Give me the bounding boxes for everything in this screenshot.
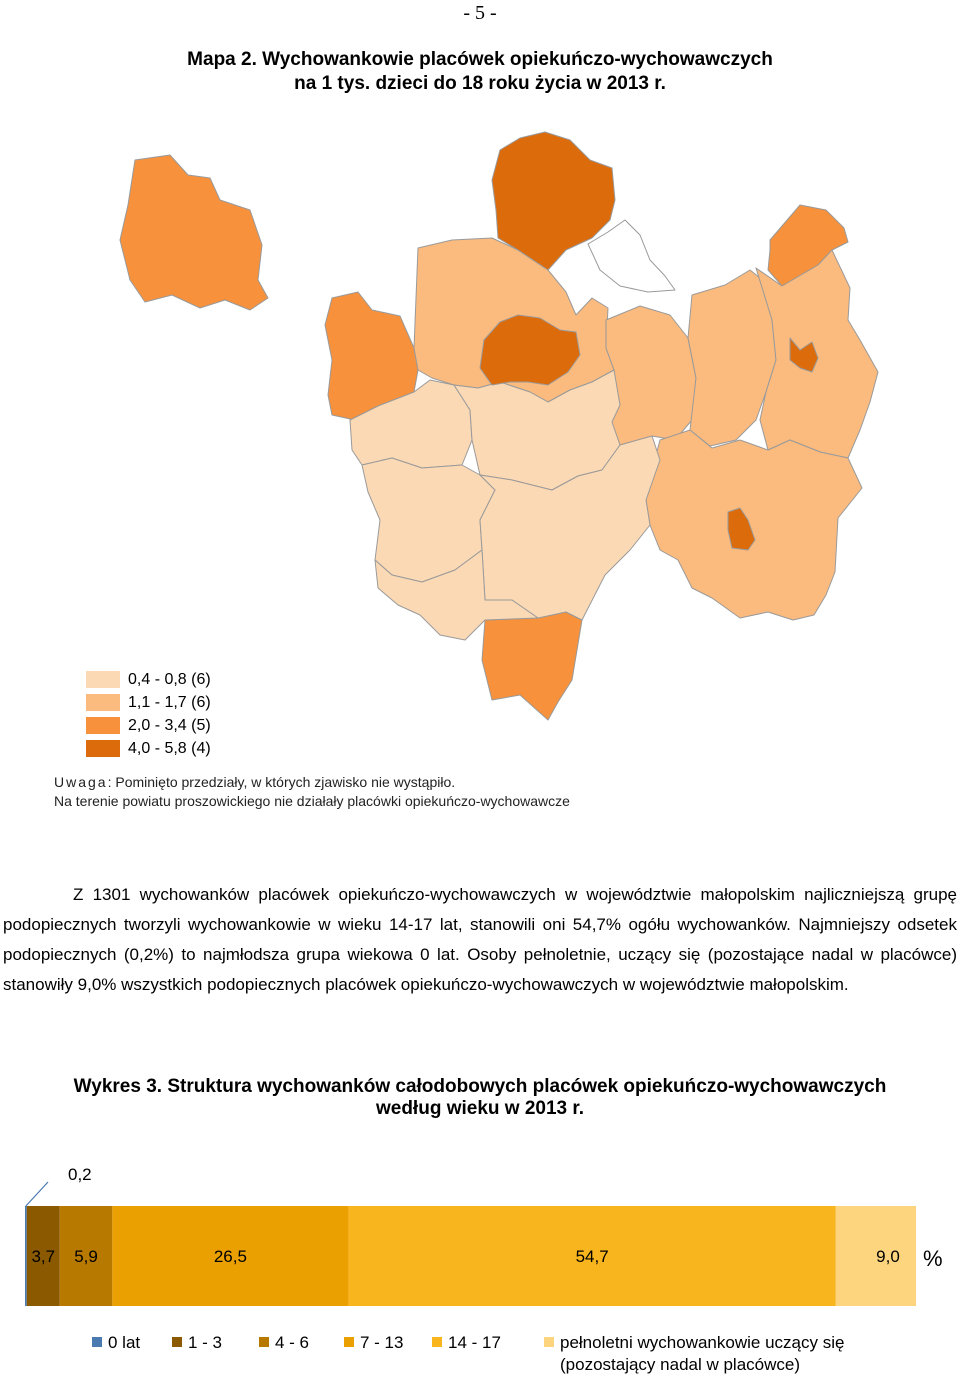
map-region-east-mid: [687, 269, 777, 447]
legend-swatch: [86, 740, 120, 757]
map-title: Mapa 2. Wychowankowie placówek opiekuńcz…: [0, 48, 960, 96]
legend-item: 0,4 - 0,8 (6): [86, 668, 211, 691]
data-label: 9,0: [876, 1247, 900, 1266]
map-region-nowy-sacz-city: [727, 507, 756, 551]
legend-item: 2,0 - 3,4 (5): [86, 714, 211, 737]
map-note-line1: Uwaga: Pominięto przedziały, w których z…: [54, 773, 570, 792]
map-region-south-west-low: [374, 549, 539, 641]
bar-segment: [25, 1206, 27, 1306]
legend-label: 7 - 13: [360, 1333, 403, 1352]
legend-swatch: [86, 694, 120, 711]
legend-label: pełnoletni wychowankowie uczący się (pozo…: [560, 1333, 844, 1374]
chart-title-line2: według wieku w 2013 r.: [375, 1098, 585, 1119]
legend-swatch: [172, 1337, 182, 1347]
data-label: 0,2: [68, 1165, 92, 1184]
legend-item: 4,0 - 5,8 (4): [86, 737, 211, 760]
map-region-center-east: [605, 305, 697, 446]
legend-label: 14 - 17: [448, 1333, 501, 1352]
data-label: 54,7: [576, 1247, 609, 1266]
legend-label: 0,4 - 0,8 (6): [128, 670, 211, 688]
legend-label: 4 - 6: [275, 1333, 309, 1352]
callout-line: [25, 1181, 49, 1207]
bar-segment: [348, 1206, 836, 1306]
bar-segment: [26, 1206, 60, 1306]
map-note: Uwaga: Pominięto przedziały, w których z…: [54, 773, 570, 811]
bar-segment: [59, 1206, 113, 1306]
legend-swatch: [86, 671, 120, 688]
chart-title: Wykres 3. Struktura wychowanków całodobo…: [0, 1076, 960, 1120]
map-region-se: [481, 611, 583, 721]
map-legend: 0,4 - 0,8 (6) 1,1 - 1,7 (6) 2,0 - 3,4 (5…: [86, 668, 211, 760]
data-label: 5,9: [74, 1247, 98, 1266]
unit-label: %: [923, 1246, 943, 1271]
choropleth-map: [119, 131, 879, 721]
map-region-krakow-area: [479, 314, 581, 386]
note-line1-text: : Pominięto przedziały, w których zjawis…: [107, 774, 456, 790]
data-label: 26,5: [214, 1247, 247, 1266]
map-note-line2: Na terenie powiatu proszowickiego nie dz…: [54, 793, 570, 809]
legend-swatch: [344, 1337, 354, 1347]
map-region-south-east: [645, 429, 863, 621]
note-prefix: Uwaga: [54, 774, 108, 790]
paragraph-text: Z 1301 wychowanków placówek opiekuńczo-w…: [3, 885, 957, 994]
bar-segment: [835, 1206, 916, 1306]
map-region-north: [491, 131, 616, 271]
map-region-nw: [119, 154, 269, 311]
legend-label: 1 - 3: [188, 1333, 222, 1352]
legend-label: 1,1 - 1,7 (6): [128, 693, 211, 711]
legend-swatch: [544, 1337, 554, 1347]
chart-title-line1: Wykres 3. Struktura wychowanków całodobo…: [73, 1076, 887, 1097]
legend-label: 4,0 - 5,8 (4): [128, 739, 211, 757]
map-title-line1: Mapa 2. Wychowankowie placówek opiekuńcz…: [187, 49, 773, 70]
data-label: 3,7: [31, 1247, 55, 1266]
body-paragraph: Z 1301 wychowanków placówek opiekuńczo-w…: [3, 880, 957, 1000]
legend-label: 2,0 - 3,4 (5): [128, 716, 211, 734]
legend-swatch: [92, 1337, 102, 1347]
legend-swatch: [259, 1337, 269, 1347]
legend-label: 0 lat: [108, 1333, 140, 1352]
legend-swatch: [86, 717, 120, 734]
page-number: - 5 -: [463, 2, 497, 24]
stacked-bar-chart: 0,2 3,7 5,9 26,5 54,7 9,0 % 0 lat 1 - 3 4 - 6 7 - …: [25, 1165, 943, 1374]
map-region-tarnow-city: [789, 337, 819, 373]
map-title-line2: na 1 tys. dzieci do 18 roku życia w 2013…: [294, 73, 666, 94]
legend-swatch: [432, 1337, 442, 1347]
bar-segment: [112, 1206, 349, 1306]
legend-item: 1,1 - 1,7 (6): [86, 691, 211, 714]
map-region-proszowice: [587, 219, 676, 293]
